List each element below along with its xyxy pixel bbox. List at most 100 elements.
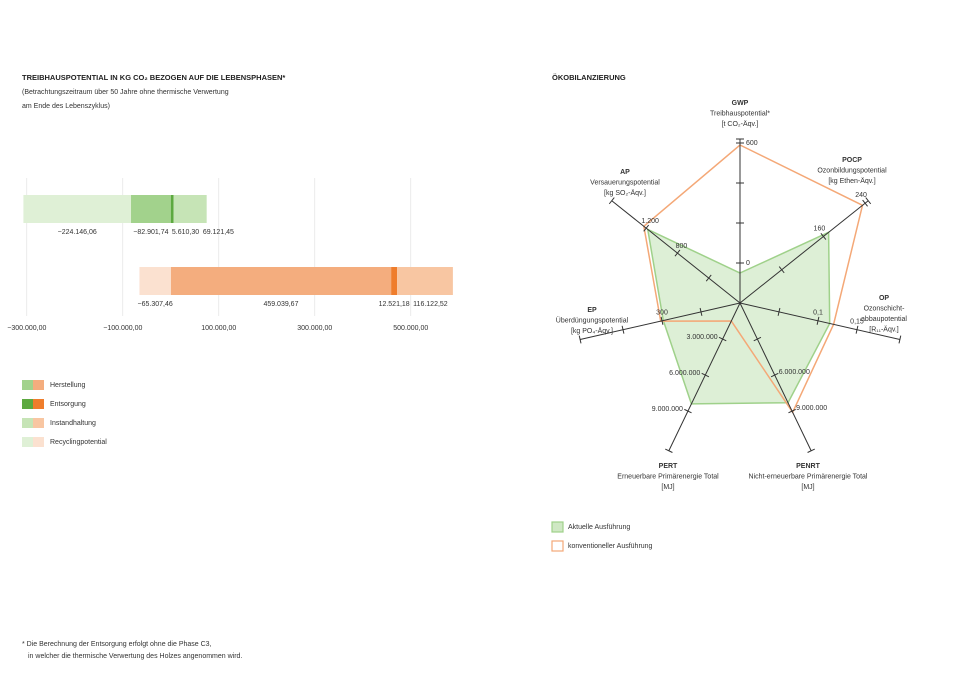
tick-label: 300 [656, 310, 668, 317]
axis-cap [665, 448, 673, 453]
value-label: −224.146,06 [58, 229, 97, 236]
tick-mark [778, 266, 785, 274]
tick-mark [816, 316, 820, 325]
axis-title: Ozonbildungspotential [817, 167, 887, 174]
tick-mark [753, 336, 762, 342]
radar-axis [580, 302, 741, 340]
x-tick-label: 100.000,00 [201, 325, 236, 332]
tick-label: 0,15 [850, 319, 864, 326]
tick-label: 1.200 [641, 218, 659, 225]
legend-swatch [22, 380, 33, 390]
subtitle: (Betrachtungszeitraum über 50 Jahre ohne… [22, 89, 229, 96]
legend-swatch [551, 540, 564, 552]
chart-title: TREIBHAUSPOTENTIAL IN KG CO₂ BEZOGEN AUF… [22, 73, 285, 82]
x-tick-label: −300.000,00 [7, 325, 46, 332]
axis-title: [R₁₁-Äqv.] [869, 325, 899, 333]
tick-label: 800 [676, 243, 688, 250]
axis-title: Treibhauspotential* [710, 110, 770, 117]
axis-title: Nicht-erneuerbare Primärenergie Total [749, 473, 868, 480]
axis-title: POCP [842, 157, 862, 164]
value-label: 459.039,67 [263, 301, 298, 308]
radar-axis [668, 302, 741, 451]
value-label: 116.122,52 [413, 301, 448, 308]
footnote: in welcher die thermische Verwertung des… [28, 653, 242, 660]
footnote: * Die Berechnung der Entsorgung erfolgt … [22, 641, 212, 648]
bar-segment [173, 195, 207, 223]
x-tick-label: 300.000,00 [297, 325, 332, 332]
bar-segment [139, 267, 171, 295]
tick-mark [777, 307, 781, 316]
legend-swatch [33, 380, 44, 390]
axis-title: [t CO₂-Äqv.] [722, 120, 759, 128]
axis-cap [898, 335, 902, 344]
axis-title: PERT [659, 463, 678, 470]
bar-segment [170, 267, 392, 295]
radar-area [646, 228, 831, 405]
tick-mark [660, 316, 664, 325]
tick-mark [705, 274, 712, 282]
tick-mark [862, 199, 868, 207]
tick-label: 6.000.000 [669, 370, 700, 377]
value-label: 69.121,45 [203, 229, 234, 236]
tick-label: 0 [746, 260, 750, 267]
axis-title: GWP [732, 100, 749, 107]
legend-swatch [22, 437, 33, 447]
tick-mark [701, 372, 710, 378]
legend-swatch [551, 521, 564, 533]
axis-title: Erneuerbare Primärenergie Total [617, 473, 719, 480]
legend-swatch [33, 399, 44, 409]
axis-title: [MJ] [661, 484, 674, 491]
axis-cap [608, 197, 615, 205]
axis-cap [578, 335, 582, 344]
legend-label: Herstellung [50, 382, 86, 389]
tick-mark [820, 233, 827, 240]
chart-title: ÖKOBILANZIERUNG [552, 73, 626, 82]
tick-label: 240 [855, 192, 867, 199]
tick-label: 9.000.000 [652, 406, 683, 413]
axis-title: PENRT [796, 463, 820, 470]
legend-swatch [22, 399, 33, 409]
radar-axis [739, 302, 812, 451]
radar-area [643, 144, 864, 414]
bar-segment [170, 195, 174, 223]
value-label: 12.521,18 [379, 301, 410, 308]
axis-title: EP [587, 307, 597, 314]
axis-cap [865, 197, 872, 205]
axis-title: [MJ] [801, 484, 814, 491]
tick-label: 600 [746, 140, 758, 147]
bar-segment [391, 267, 398, 295]
radar-axis [611, 200, 741, 304]
legend-swatch [33, 437, 44, 447]
legend-label: Instandhaltung [50, 420, 96, 427]
value-label: −82.901,74 [133, 229, 168, 236]
bar-segment [397, 267, 453, 295]
axis-title: Versauerungspotential [590, 179, 660, 186]
x-tick-label: −100.000,00 [103, 325, 142, 332]
tick-mark [770, 372, 779, 378]
tick-mark [855, 325, 859, 334]
axis-title: abbaupotential [861, 316, 907, 323]
tick-mark [788, 408, 796, 414]
legend-swatch [33, 418, 44, 428]
axis-title: OP [879, 295, 889, 302]
tick-label: 3.000.000 [686, 334, 717, 341]
tick-mark [643, 224, 650, 232]
tick-label: 9.000.000 [796, 405, 827, 412]
subtitle: am Ende des Lebenszyklus) [22, 103, 110, 110]
axis-title: Ozonschicht- [864, 305, 906, 312]
bar-segment [131, 195, 171, 223]
tick-mark [699, 307, 703, 316]
axis-title: [kg SO₂-Äqv.] [604, 189, 646, 197]
axis-title: AP [620, 169, 630, 176]
tick-mark [621, 325, 625, 334]
radar-axis [739, 302, 900, 340]
tick-mark [684, 408, 692, 414]
tick-mark [718, 336, 727, 342]
tick-label: 6.000.000 [779, 369, 810, 376]
x-tick-label: 500.000,00 [393, 325, 428, 332]
tick-label: 0,1 [813, 310, 823, 317]
radar-axis [739, 200, 869, 304]
axis-cap [807, 448, 815, 453]
